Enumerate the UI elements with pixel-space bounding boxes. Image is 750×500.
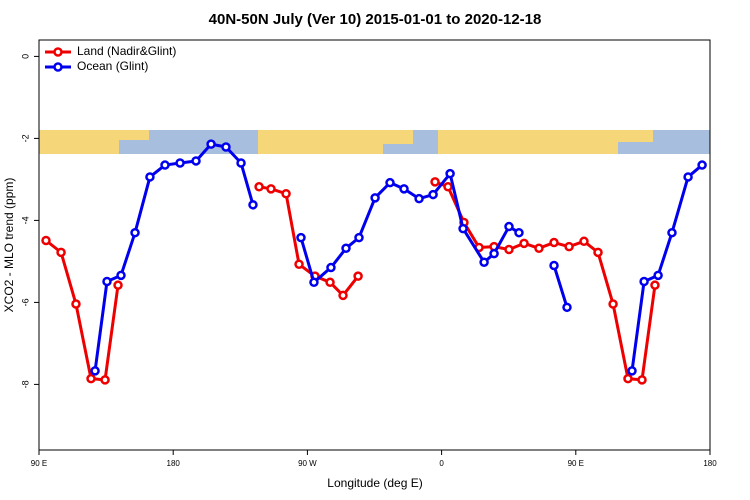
data-point xyxy=(294,259,304,270)
data-point xyxy=(445,168,455,179)
series xyxy=(41,177,660,385)
x-tick-label: 0 xyxy=(439,459,444,468)
data-point xyxy=(637,375,647,385)
data-point xyxy=(71,299,81,309)
data-point xyxy=(519,238,529,249)
data-point xyxy=(608,299,618,309)
data-point xyxy=(504,221,514,232)
data-point xyxy=(639,276,649,287)
data-point xyxy=(116,270,126,281)
plot-frame xyxy=(38,39,711,451)
y-tick-label: -2 xyxy=(20,134,30,142)
data-point xyxy=(667,227,677,238)
data-point xyxy=(399,184,409,194)
legend-marker xyxy=(53,47,63,57)
data-point xyxy=(341,243,351,254)
data-point xyxy=(254,182,264,192)
data-point xyxy=(653,270,663,281)
data-point xyxy=(56,247,66,258)
y-axis-label: XCO2 - MLO trend (ppm) xyxy=(2,178,16,313)
data-point xyxy=(458,223,468,234)
data-point xyxy=(430,177,440,187)
data-point xyxy=(385,177,395,188)
data-point xyxy=(130,227,140,238)
legend-label: Land (Nadir&Glint) xyxy=(77,44,176,58)
data-point xyxy=(221,142,231,152)
data-point xyxy=(236,158,246,168)
data-point xyxy=(650,280,660,290)
data-point xyxy=(428,189,438,200)
y-tick-label: 0 xyxy=(20,54,30,59)
data-point xyxy=(414,193,424,204)
data-point xyxy=(100,375,110,385)
map-strip xyxy=(39,130,710,154)
legend-marker xyxy=(53,62,63,72)
x-tick-label: 90 E xyxy=(31,459,47,468)
series-line xyxy=(93,142,704,372)
data-point xyxy=(549,237,559,248)
data-point xyxy=(248,200,258,210)
legend-label: Ocean (Glint) xyxy=(77,59,148,73)
data-point xyxy=(145,172,155,182)
data-point xyxy=(697,160,707,170)
data-point xyxy=(489,248,499,259)
data-point xyxy=(623,373,633,384)
series xyxy=(90,139,707,376)
data-point xyxy=(175,158,185,168)
data-point xyxy=(479,257,489,267)
data-point xyxy=(266,184,276,194)
data-point xyxy=(562,302,572,313)
data-point xyxy=(191,156,201,166)
data-point xyxy=(113,280,123,290)
data-point xyxy=(102,276,112,287)
data-point xyxy=(443,182,453,192)
chart-title: 40N-50N July (Ver 10) 2015-01-01 to 2020… xyxy=(209,11,542,28)
data-point xyxy=(160,160,170,170)
y-tick-label: -8 xyxy=(20,380,30,388)
data-point xyxy=(309,277,319,288)
y-tick-label: -6 xyxy=(20,298,30,306)
data-point xyxy=(354,232,364,243)
series-line xyxy=(45,180,657,382)
data-point xyxy=(514,227,524,238)
data-point xyxy=(504,244,514,255)
data-point xyxy=(325,277,335,288)
data-point xyxy=(627,366,637,376)
data-point xyxy=(90,366,100,376)
data-point xyxy=(326,262,336,273)
x-tick-label: 180 xyxy=(167,459,181,468)
data-point xyxy=(579,236,589,247)
data-point xyxy=(86,373,96,384)
data-point xyxy=(683,172,693,182)
data-point xyxy=(593,247,603,258)
data-point xyxy=(534,243,544,254)
data-point xyxy=(281,189,291,199)
y-tick-label: -4 xyxy=(20,216,30,224)
data-point xyxy=(564,241,574,252)
data-point xyxy=(296,232,306,243)
x-tick-label: 90 W xyxy=(298,459,317,468)
data-point xyxy=(206,139,216,149)
data-point xyxy=(549,260,559,271)
data-point xyxy=(338,290,348,301)
x-axis-label: Longitude (deg E) xyxy=(327,476,422,490)
x-tick-label: 180 xyxy=(703,459,717,468)
data-point xyxy=(41,235,51,246)
x-tick-label: 90 E xyxy=(568,459,584,468)
data-point xyxy=(370,193,380,203)
data-point xyxy=(353,271,363,281)
